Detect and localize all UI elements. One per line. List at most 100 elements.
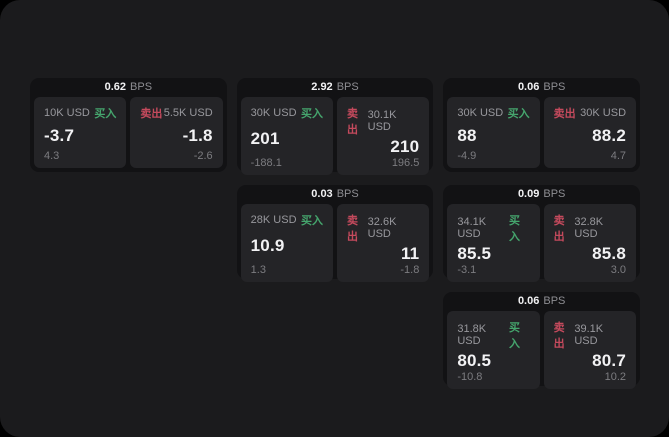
quote-sides: 34.1K USD 买入 85.5 -3.1 卖出 32.8K USD 85.8… xyxy=(447,204,637,282)
sell-amount: 39.1K USD xyxy=(574,323,604,347)
quotes-grid: 0.62 BPS 10K USD 买入 -3.7 4.3 卖出 5.5K USD … xyxy=(30,78,640,389)
sell-price: 11 xyxy=(400,244,420,263)
sell-sub-value: 4.7 xyxy=(610,150,627,162)
buy-sub-value: -188.1 xyxy=(250,157,282,169)
buy-amount: 10K USD xyxy=(44,107,90,119)
sell-top-row: 卖出 32.8K USD xyxy=(554,212,626,244)
buy-price: -3.7 xyxy=(44,125,75,145)
spread-value: 0.09 xyxy=(517,188,540,200)
quote-card: 0.62 BPS 10K USD 买入 -3.7 4.3 卖出 5.5K USD … xyxy=(30,78,227,172)
buy-price: 201 xyxy=(250,129,280,148)
spread-unit: BPS xyxy=(130,81,153,93)
sell-price: 80.7 xyxy=(592,351,627,370)
buy-label: 买入 xyxy=(301,215,323,227)
spread-unit: BPS xyxy=(543,188,566,200)
sell-label: 卖出 xyxy=(140,108,163,120)
spread-value: 0.06 xyxy=(517,81,540,93)
sell-top-row: 卖出 5.5K USD xyxy=(140,105,212,121)
sell-label: 卖出 xyxy=(347,108,358,136)
sell-label: 卖出 xyxy=(553,215,565,243)
spread-unit: BPS xyxy=(543,81,566,93)
buy-panel[interactable]: 31.8K USD 买入 80.5 -10.8 xyxy=(447,311,540,389)
quote-card: 0.09 BPS 34.1K USD 买入 85.5 -3.1 卖出 32.8K … xyxy=(443,185,640,282)
quote-card: 0.03 BPS 28K USD 买入 10.9 1.3 卖出 32.6K USD… xyxy=(236,185,434,282)
quote-sides: 30K USD 买入 201 -188.1 卖出 30.1K USD 210 1… xyxy=(240,97,430,175)
buy-amount: 31.8K USD xyxy=(457,323,487,347)
sell-amount: 32.8K USD xyxy=(574,216,604,240)
buy-price: 10.9 xyxy=(250,236,285,255)
quote-card: 2.92 BPS 30K USD 买入 201 -188.1 卖出 30.1K U… xyxy=(236,78,434,175)
spread-value: 2.92 xyxy=(311,81,333,93)
buy-amount: 28K USD xyxy=(250,214,297,226)
buy-label: 买入 xyxy=(507,108,530,120)
sell-price: -1.8 xyxy=(182,125,213,145)
sell-panel[interactable]: 卖出 32.8K USD 85.8 3.0 xyxy=(543,204,637,282)
spread-value: 0.62 xyxy=(104,81,127,93)
sell-panel[interactable]: 卖出 30.1K USD 210 196.5 xyxy=(337,97,430,175)
sell-sub-value: -2.6 xyxy=(193,150,213,162)
sell-sub-value: 10.2 xyxy=(604,371,627,383)
buy-panel[interactable]: 30K USD 买入 88 -4.9 xyxy=(447,97,540,168)
buy-top-row: 34.1K USD 买入 xyxy=(457,212,529,244)
spread-value: 0.06 xyxy=(517,295,540,307)
buy-amount: 30K USD xyxy=(457,107,504,119)
buy-top-row: 10K USD 买入 xyxy=(44,105,116,121)
sell-label: 卖出 xyxy=(553,108,576,120)
sell-price: 88.2 xyxy=(592,125,627,145)
sell-top-row: 卖出 32.6K USD xyxy=(347,212,419,244)
sell-top-row: 卖出 30K USD xyxy=(554,105,626,121)
buy-sub-value: 4.3 xyxy=(44,150,60,162)
buy-amount: 30K USD xyxy=(250,107,297,119)
buy-price: 80.5 xyxy=(457,351,492,370)
buy-top-row: 31.8K USD 买入 xyxy=(457,319,529,351)
sell-amount: 30.1K USD xyxy=(367,109,397,133)
sell-amount: 32.6K USD xyxy=(367,216,397,240)
spread-unit: BPS xyxy=(336,188,359,200)
buy-amount: 34.1K USD xyxy=(457,216,487,240)
quote-sides: 10K USD 买入 -3.7 4.3 卖出 5.5K USD -1.8 -2.… xyxy=(34,97,223,168)
buy-sub-value: -4.9 xyxy=(457,150,477,162)
spread-header: 0.06 BPS xyxy=(447,78,636,97)
buy-label: 买入 xyxy=(509,322,521,350)
spread-header: 0.03 BPS xyxy=(241,185,430,204)
buy-sub-value: 1.3 xyxy=(250,264,266,276)
sell-top-row: 卖出 30.1K USD xyxy=(347,105,419,137)
spread-unit: BPS xyxy=(543,295,566,307)
buy-price: 88 xyxy=(457,125,477,145)
spread-value: 0.03 xyxy=(311,188,333,200)
spread-header: 0.09 BPS xyxy=(447,185,636,204)
buy-label: 买入 xyxy=(509,215,521,243)
sell-panel[interactable]: 卖出 32.6K USD 11 -1.8 xyxy=(337,204,430,282)
buy-label: 买入 xyxy=(94,108,117,120)
buy-panel[interactable]: 28K USD 买入 10.9 1.3 xyxy=(240,204,333,282)
sell-label: 卖出 xyxy=(347,215,358,243)
buy-sub-value: -10.8 xyxy=(457,371,483,383)
quote-sides: 30K USD 买入 88 -4.9 卖出 30K USD 88.2 4.7 xyxy=(447,97,637,168)
buy-panel[interactable]: 34.1K USD 买入 85.5 -3.1 xyxy=(447,204,540,282)
buy-label: 买入 xyxy=(301,108,323,120)
sell-sub-value: 3.0 xyxy=(610,264,627,276)
buy-panel[interactable]: 30K USD 买入 201 -188.1 xyxy=(240,97,333,175)
buy-top-row: 30K USD 买入 xyxy=(251,105,323,121)
sell-amount: 30K USD xyxy=(580,107,627,119)
quote-sides: 31.8K USD 买入 80.5 -10.8 卖出 39.1K USD 80.… xyxy=(447,311,637,389)
quote-sides: 28K USD 买入 10.9 1.3 卖出 32.6K USD 11 -1.8 xyxy=(240,204,430,282)
sell-panel[interactable]: 卖出 30K USD 88.2 4.7 xyxy=(543,97,637,168)
sell-panel[interactable]: 卖出 5.5K USD -1.8 -2.6 xyxy=(130,97,223,168)
sell-price: 85.8 xyxy=(592,244,627,263)
sell-amount: 5.5K USD xyxy=(163,107,213,119)
sell-top-row: 卖出 39.1K USD xyxy=(554,319,626,351)
quote-card: 0.06 BPS 30K USD 买入 88 -4.9 卖出 30K USD 88… xyxy=(443,78,640,172)
spread-header: 0.62 BPS xyxy=(34,78,223,97)
buy-top-row: 28K USD 买入 xyxy=(251,212,323,228)
sell-sub-value: -1.8 xyxy=(400,264,420,276)
sell-sub-value: 196.5 xyxy=(391,157,420,169)
buy-sub-value: -3.1 xyxy=(457,264,477,276)
buy-top-row: 30K USD 买入 xyxy=(457,105,529,121)
spread-header: 2.92 BPS xyxy=(241,78,430,97)
sell-price: 210 xyxy=(390,137,420,156)
quote-card: 0.06 BPS 31.8K USD 买入 80.5 -10.8 卖出 39.1K… xyxy=(443,292,640,389)
sell-panel[interactable]: 卖出 39.1K USD 80.7 10.2 xyxy=(543,311,637,389)
buy-panel[interactable]: 10K USD 买入 -3.7 4.3 xyxy=(34,97,127,168)
